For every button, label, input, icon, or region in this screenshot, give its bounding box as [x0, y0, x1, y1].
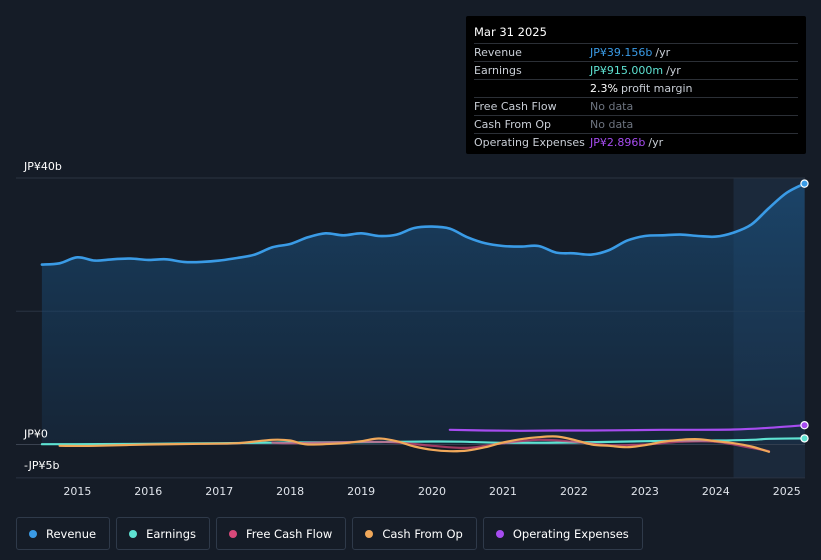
- tooltip-value: JP¥2.896b: [590, 136, 646, 149]
- tooltip-value: 2.3%: [590, 82, 618, 95]
- cash-from-op-line: [58, 435, 771, 453]
- operating-expenses-end-marker: [800, 421, 809, 430]
- legend: Revenue Earnings Free Cash Flow Cash Fro…: [16, 517, 643, 550]
- x-tick-label: 2021: [489, 485, 517, 498]
- tooltip-date: Mar 31 2025: [474, 23, 798, 44]
- x-tick-label: 2025: [773, 485, 801, 498]
- earnings-end-marker: [800, 434, 809, 443]
- tooltip-row-cfo: Cash From Op No data: [474, 116, 798, 134]
- tooltip-key: Earnings: [474, 64, 522, 77]
- x-tick-label: 2015: [63, 485, 91, 498]
- tooltip-key: Revenue: [474, 46, 522, 59]
- legend-item-cash-from-op[interactable]: Cash From Op: [352, 517, 477, 550]
- legend-label: Cash From Op: [382, 526, 463, 541]
- x-tick-label: 2017: [205, 485, 233, 498]
- tooltip-unit: /yr: [655, 46, 671, 59]
- y-tick-label: JP¥0: [23, 428, 48, 441]
- legend-label: Free Cash Flow: [246, 526, 333, 541]
- legend-item-earnings[interactable]: Earnings: [116, 517, 210, 550]
- tooltip: Mar 31 2025 Revenue JP¥39.156b /yr Earni…: [466, 16, 806, 154]
- legend-dot-icon: [495, 529, 504, 538]
- legend-item-free-cash-flow[interactable]: Free Cash Flow: [216, 517, 347, 550]
- legend-dot-icon: [29, 529, 37, 538]
- x-tick-label: 2018: [276, 485, 304, 498]
- tooltip-key: Cash From Op: [474, 118, 552, 131]
- legend-dot-icon: [229, 529, 237, 538]
- tooltip-unit: /yr: [666, 64, 681, 77]
- y-tick-label: -JP¥5b: [24, 459, 59, 472]
- tooltip-key: Free Cash Flow: [474, 100, 557, 113]
- revenue-end-marker: [800, 179, 809, 188]
- x-tick-label: 2024: [702, 485, 730, 498]
- operating-expenses-line: [448, 424, 806, 432]
- legend-label: Operating Expenses: [512, 526, 629, 541]
- tooltip-row-fcf: Free Cash Flow No data: [474, 98, 798, 116]
- legend-dot-icon: [365, 529, 374, 538]
- x-tick-label: 2020: [418, 485, 446, 498]
- legend-dot-icon: [129, 529, 138, 538]
- tooltip-value: JP¥915.000m: [590, 64, 664, 77]
- tooltip-unit: profit margin: [620, 82, 693, 95]
- tooltip-row-earnings: Earnings JP¥915.000m /yr: [474, 62, 798, 80]
- tooltip-key: Operating Expenses: [474, 136, 585, 149]
- tooltip-row-opex: Operating Expenses JP¥2.896b /yr: [474, 134, 798, 151]
- y-tick-label: JP¥40b: [23, 160, 62, 173]
- revenue-area: [41, 183, 805, 445]
- x-tick-label: 2022: [560, 485, 588, 498]
- tooltip-unit: /yr: [648, 136, 664, 149]
- tooltip-nodata: No data: [590, 118, 634, 131]
- x-tick-label: 2023: [631, 485, 659, 498]
- revenue-line: [40, 182, 806, 266]
- legend-label: Earnings: [146, 526, 196, 541]
- legend-label: Revenue: [46, 526, 97, 541]
- legend-item-operating-expenses[interactable]: Operating Expenses: [482, 517, 643, 550]
- legend-item-revenue[interactable]: Revenue: [16, 517, 111, 550]
- tooltip-row-revenue: Revenue JP¥39.156b /yr: [474, 44, 798, 62]
- free-cash-flow-line: [271, 438, 771, 453]
- x-tick-label: 2016: [134, 485, 162, 498]
- tooltip-nodata: No data: [590, 100, 634, 113]
- tooltip-row-margin: 2.3% profit margin: [474, 80, 798, 98]
- x-tick-label: 2019: [347, 485, 375, 498]
- tooltip-value: JP¥39.156b: [590, 46, 653, 59]
